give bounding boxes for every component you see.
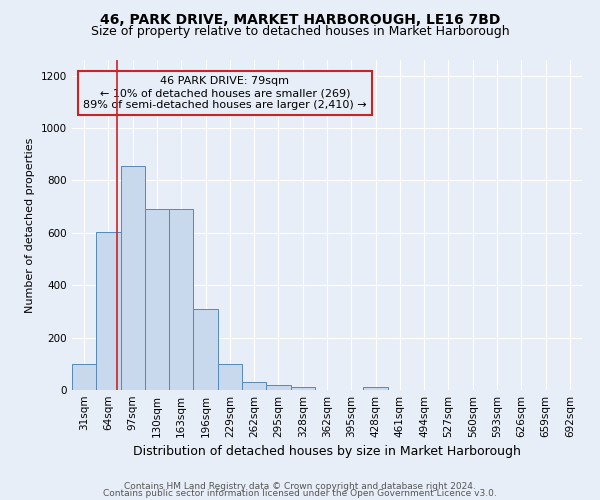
Bar (193, 309, 218, 390)
Bar (169, 210, 193, 390)
Text: Size of property relative to detached houses in Market Harborough: Size of property relative to detached ho… (91, 25, 509, 38)
X-axis label: Distribution of detached houses by size in Market Harborough: Distribution of detached houses by size … (133, 446, 521, 458)
Bar (121, 166, 145, 390)
Bar (242, 382, 266, 390)
Bar (145, 210, 169, 390)
Bar (218, 364, 242, 390)
Text: 46 PARK DRIVE: 79sqm
← 10% of detached houses are smaller (269)
89% of semi-deta: 46 PARK DRIVE: 79sqm ← 10% of detached h… (83, 76, 367, 110)
Text: Contains public sector information licensed under the Open Government Licence v3: Contains public sector information licen… (103, 490, 497, 498)
Bar (266, 385, 290, 390)
Bar (96, 232, 121, 390)
Text: Contains HM Land Registry data © Crown copyright and database right 2024.: Contains HM Land Registry data © Crown c… (124, 482, 476, 491)
Bar (364, 387, 388, 390)
Y-axis label: Number of detached properties: Number of detached properties (25, 138, 35, 312)
Text: 46, PARK DRIVE, MARKET HARBOROUGH, LE16 7BD: 46, PARK DRIVE, MARKET HARBOROUGH, LE16 … (100, 12, 500, 26)
Bar (290, 387, 315, 390)
Bar (72, 364, 96, 390)
